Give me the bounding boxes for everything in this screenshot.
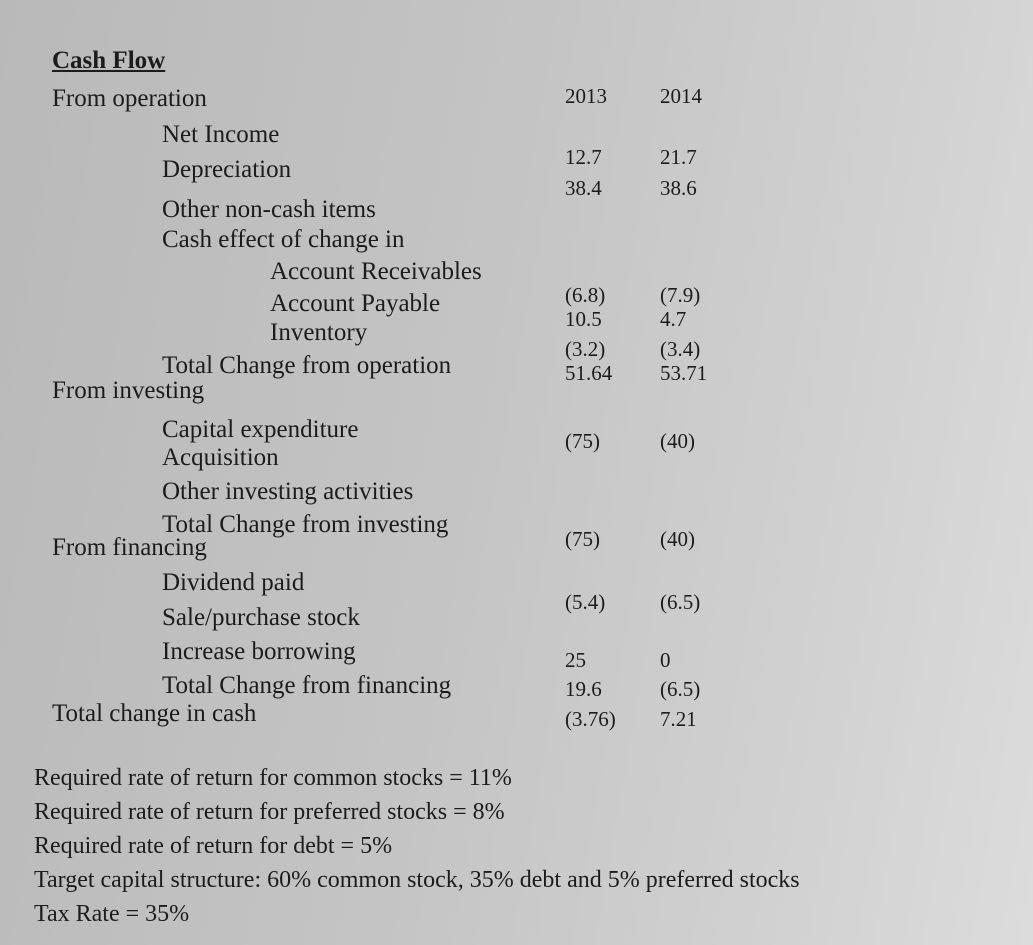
note: Required rate of return for common stock… (34, 765, 512, 791)
row-label: Account Payable (270, 290, 441, 317)
row-label: Increase borrowing (162, 638, 356, 665)
cell-value: (75) (565, 429, 600, 453)
cell-value: 0 (660, 648, 671, 672)
row-label: Sale/purchase stock (162, 604, 360, 631)
cell-value: 10.5 (565, 307, 602, 331)
cell-value: (5.4) (565, 590, 606, 614)
cell-value: 38.6 (660, 176, 697, 200)
row-label: Dividend paid (162, 569, 305, 596)
row-label: Acquisition (162, 444, 279, 471)
cell-value: (7.9) (660, 283, 701, 307)
row-label: Account Receivables (270, 258, 482, 285)
note: Required rate of return for preferred st… (34, 799, 505, 825)
row-label: From financing (52, 534, 207, 561)
cell-value: (6.5) (660, 677, 701, 701)
row-label: Cash effect of change in (162, 226, 405, 253)
row-label: Net Income (162, 121, 280, 148)
row-label: Depreciation (162, 156, 292, 183)
cell-value: (3.2) (565, 337, 606, 361)
cell-value: (6.8) (565, 283, 606, 307)
cell-value: 38.4 (565, 176, 602, 200)
note: Tax Rate = 35% (34, 901, 190, 927)
cell-value: 12.7 (565, 145, 602, 169)
note: Target capital structure: 60% common sto… (34, 867, 800, 893)
row-label: Other non-cash items (162, 196, 376, 223)
row-label: Total change in cash (52, 700, 257, 727)
row-label: Other investing activities (162, 478, 414, 505)
cell-value: 7.21 (660, 707, 697, 731)
column-header: 2014 (660, 84, 702, 108)
cell-value: 19.6 (565, 677, 602, 701)
row-label: From investing (52, 377, 205, 404)
row-label: Capital expenditure (162, 416, 359, 443)
cell-value: (3.4) (660, 337, 701, 361)
note: Required rate of return for debt = 5% (34, 833, 393, 859)
row-label: Total Change from investing (162, 511, 449, 538)
row-label: Total Change from operation (162, 352, 452, 379)
cell-value: 21.7 (660, 145, 697, 169)
cell-value: 25 (565, 648, 586, 672)
cell-value: (3.76) (565, 707, 616, 731)
cell-value: (40) (660, 527, 695, 551)
row-label: Inventory (270, 319, 368, 346)
row-label: From operation (52, 85, 207, 112)
cell-value: 51.64 (565, 361, 613, 385)
cell-value: 4.7 (660, 307, 687, 331)
column-header: 2013 (565, 84, 607, 108)
cell-value: 53.71 (660, 361, 708, 385)
title: Cash Flow (52, 47, 166, 74)
row-label: Total Change from financing (162, 672, 452, 699)
cell-value: (40) (660, 429, 695, 453)
cell-value: (6.5) (660, 590, 701, 614)
cell-value: (75) (565, 527, 600, 551)
